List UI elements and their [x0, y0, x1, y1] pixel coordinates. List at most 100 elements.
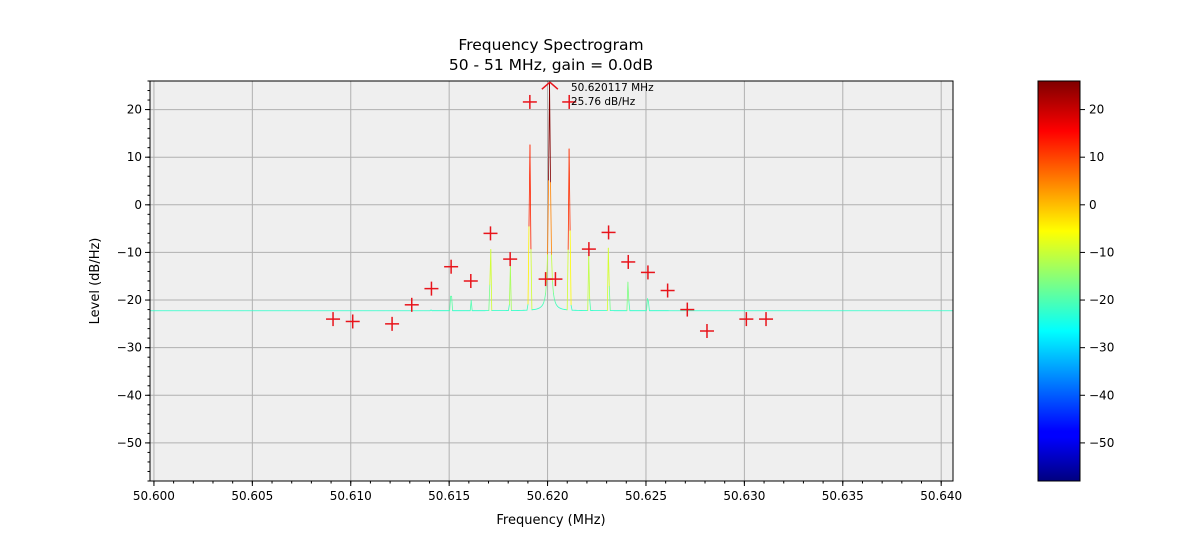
x-tick-label: 50.625 [625, 489, 667, 503]
annotation-frequency: 50.620117 MHz [571, 82, 654, 94]
spectrum-segment [569, 230, 572, 306]
x-tick-label: 50.630 [723, 489, 765, 503]
colorbar-tick-label: 10 [1089, 150, 1104, 164]
spectrum-segment [606, 247, 609, 312]
colorbar: 20 10 0 −10 −20 −30 −40 −50 [1037, 80, 1114, 482]
spectrum-segment [544, 292, 547, 300]
y-tick-label: 20 [127, 103, 142, 117]
spectrum-segment [490, 249, 493, 312]
y-tick-label: −10 [117, 245, 142, 259]
spectrum-segment [529, 144, 532, 250]
spectrum-segment [553, 293, 555, 300]
y-tick-label: 0 [134, 198, 142, 212]
y-axis: 20 10 0 −10 −20 −30 −40 −50 [117, 80, 150, 482]
spectrum-segment [608, 286, 611, 312]
spectrum-segment [552, 281, 554, 294]
spectrum-segment [526, 303, 529, 311]
peak-marker [483, 226, 498, 241]
peak-marker [759, 312, 774, 327]
spectrum-segment [589, 298, 592, 311]
peak-marker [562, 94, 577, 109]
spectrum-segment [646, 298, 648, 312]
peak-markers [326, 81, 774, 338]
spectrum-segment [488, 284, 491, 312]
peak-marker [385, 316, 400, 331]
colorbar-axis: 20 10 0 −10 −20 −30 −40 −50 [1080, 103, 1114, 450]
chart-title: Frequency Spectrogram [458, 36, 643, 54]
spectrum-segment [627, 281, 630, 302]
peak-marker [581, 242, 596, 257]
colorbar-tick-label: −50 [1089, 436, 1114, 450]
x-axis: 50.600 50.605 50.610 50.615 50.620 50.625 50.6… [133, 481, 962, 503]
carrier-arrow-right [549, 81, 559, 90]
chart-subtitle: 50 - 51 MHz, gain = 0.0dB [449, 56, 653, 74]
spectrum-segment [527, 225, 530, 305]
peak-marker [660, 283, 675, 298]
x-tick-label: 50.620 [527, 489, 569, 503]
spectrum-segment [451, 295, 453, 312]
spectrum-segment [647, 298, 649, 303]
spectrum-segment [550, 181, 552, 256]
peak-marker [444, 259, 459, 274]
y-tick-label: −30 [117, 341, 142, 355]
peak-marker [404, 297, 419, 312]
colorbar-tick-label: −40 [1089, 388, 1114, 402]
x-tick-label: 50.615 [428, 489, 470, 503]
peak-marker [621, 254, 636, 269]
spectrum-segment [551, 254, 553, 283]
spectrum-segment [530, 249, 533, 311]
peak-marker [424, 281, 439, 296]
spectrum-segment [554, 299, 556, 304]
x-tick-label: 50.605 [231, 489, 273, 503]
colorbar-tick-label: −10 [1089, 245, 1114, 259]
peak-marker [548, 272, 563, 287]
spectrum-segment [449, 295, 452, 312]
x-axis-label: Frequency (MHz) [496, 513, 605, 528]
x-tick-label: 50.610 [330, 489, 372, 503]
spectrum-segment [547, 179, 549, 255]
y-axis-label: Level (dB/Hz) [88, 238, 103, 325]
spectrum-segment [549, 81, 551, 183]
colorbar-tick-label: 0 [1089, 198, 1097, 212]
peak-marker [601, 225, 616, 240]
peak-marker [326, 312, 341, 327]
spectrum-segment [648, 301, 650, 312]
spectrum-segment [568, 148, 571, 232]
spectrum-segment [545, 281, 547, 294]
spectrum-trace [149, 81, 954, 312]
spectrum-segment [588, 255, 591, 300]
spectrum-segment [628, 300, 631, 312]
spectrum-segment [546, 253, 548, 282]
peak-marker [522, 94, 537, 109]
y-tick-label: −50 [117, 436, 142, 450]
x-tick-label: 50.640 [920, 489, 962, 503]
colorbar-tick-label: −20 [1089, 293, 1114, 307]
spectrum-segment [566, 248, 569, 311]
spectrum-segment [470, 300, 473, 312]
y-tick-label: −20 [117, 293, 142, 307]
colorbar-tick-label: −30 [1089, 341, 1114, 355]
spectrum-segment [570, 304, 573, 311]
peak-marker [463, 274, 478, 288]
carrier-arrow-left [541, 81, 551, 90]
peak-marker [680, 302, 695, 317]
peak-marker [699, 324, 714, 338]
spectrum-segment [543, 298, 546, 304]
colorbar-tick-label: 20 [1089, 103, 1104, 117]
colorbar-gradient [1037, 80, 1081, 482]
plot-area [150, 81, 953, 481]
peak-marker [640, 265, 655, 280]
carrier-annotation: 50.620117 MHz 25.76 dB/Hz [571, 82, 654, 108]
spectrum-segment [508, 304, 510, 311]
y-tick-label: 10 [127, 150, 142, 164]
spectrum-segment [607, 247, 610, 287]
spectrum-segment [509, 265, 512, 311]
x-tick-label: 50.600 [133, 489, 175, 503]
y-tick-label: −40 [117, 388, 142, 402]
x-tick-label: 50.635 [822, 489, 864, 503]
peak-marker [739, 312, 754, 327]
annotation-level: 25.76 dB/Hz [571, 96, 636, 108]
peak-marker [503, 252, 518, 267]
peak-marker [345, 314, 360, 329]
